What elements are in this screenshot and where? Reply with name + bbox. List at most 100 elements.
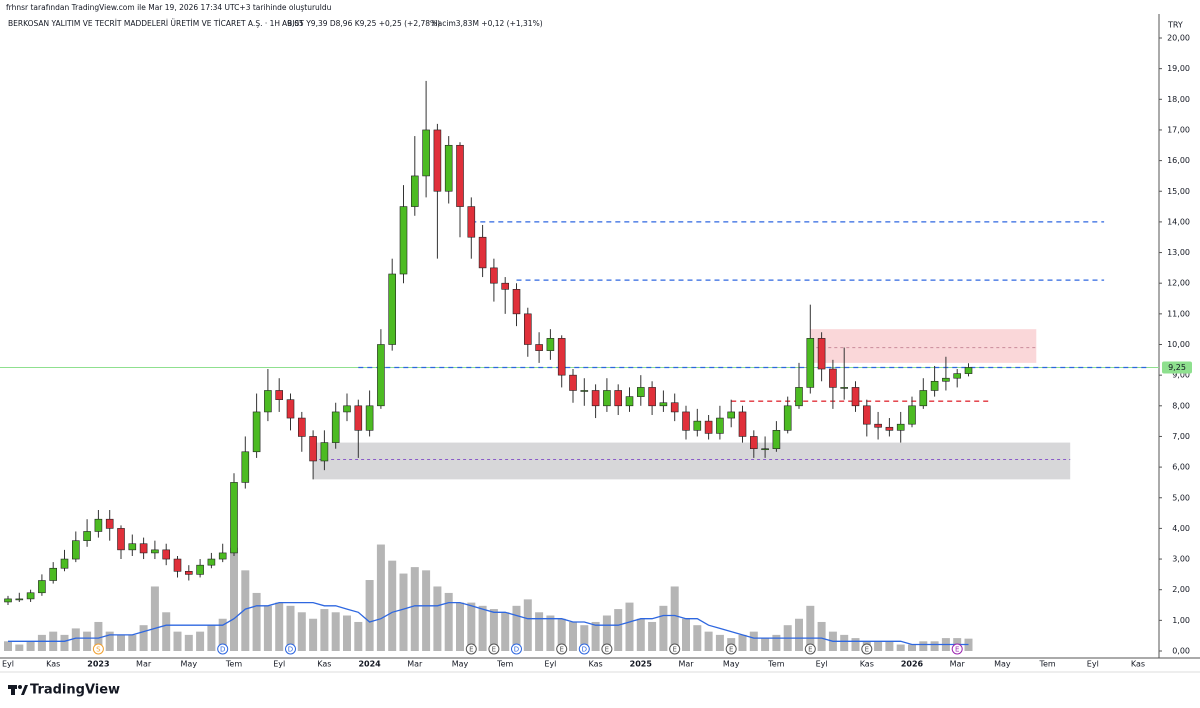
volume-bar <box>117 634 125 651</box>
candle-body <box>60 558 69 569</box>
event-marker <box>556 643 568 655</box>
candle-body <box>783 405 792 431</box>
candle-body <box>535 344 543 351</box>
volume-bar <box>139 625 148 651</box>
x-tick-label: Tem <box>225 660 242 669</box>
y-tick-label: 18,00 <box>1167 95 1190 104</box>
candle-body <box>501 282 510 290</box>
event-marker <box>725 643 737 655</box>
candle-body <box>399 206 408 275</box>
volume-bar <box>173 631 182 651</box>
logo-part <box>18 685 22 689</box>
candle-body <box>738 411 747 437</box>
x-tick-label: Kas <box>46 660 60 669</box>
candle-body <box>795 387 803 407</box>
x-tick-label: May <box>723 660 740 669</box>
volume-bar <box>795 618 803 651</box>
volume-bar <box>715 634 724 651</box>
volume-bar <box>230 547 238 651</box>
credit: frhnsr tarafından TradingView.com ile Ma… <box>6 3 332 12</box>
x-tick-label: 2026 <box>901 660 924 669</box>
volume-bar <box>591 621 600 651</box>
volume-bar <box>331 612 340 651</box>
candle-body <box>557 338 566 376</box>
volume-bar <box>851 638 860 651</box>
candle-body <box>670 402 679 413</box>
event-label: E <box>492 646 496 654</box>
candle-body <box>625 396 634 407</box>
volume-bar <box>670 586 679 651</box>
volume-bar <box>388 560 397 651</box>
volume-bar <box>523 599 532 651</box>
candle-body <box>603 390 611 407</box>
brand: TradingView <box>30 683 120 698</box>
x-tick-label: Eyl <box>816 660 828 669</box>
event-marker <box>488 643 500 655</box>
volume-bar <box>659 605 668 651</box>
volume-bar <box>433 586 442 651</box>
x-tick-label: 2025 <box>630 660 653 669</box>
volume-bar <box>636 618 645 651</box>
event-label: E <box>605 646 609 654</box>
candle-body <box>478 236 487 269</box>
y-tick-label: 6,00 <box>1172 463 1190 472</box>
candle-body <box>659 402 668 407</box>
y-tick-label: 15,00 <box>1167 187 1190 196</box>
candle-body <box>241 451 250 483</box>
volume-bar <box>478 605 487 651</box>
volume-bar <box>354 621 363 651</box>
zone <box>313 442 1071 480</box>
candle-body <box>105 518 114 529</box>
candle-body <box>230 482 238 554</box>
candle-body <box>490 267 498 284</box>
event-label: D <box>582 646 587 654</box>
volume-bar <box>218 618 227 651</box>
volume-bar <box>60 634 69 651</box>
y-tick-label: 7,00 <box>1172 432 1190 441</box>
event-marker <box>861 643 873 655</box>
y-tick-label: 2,00 <box>1172 585 1190 594</box>
candle-body <box>591 390 600 407</box>
candle-body <box>636 387 645 397</box>
volume-bar <box>71 628 80 651</box>
candle-body <box>185 571 193 575</box>
volume-bar <box>772 634 781 651</box>
volume-bar <box>908 644 916 651</box>
x-tick-label: Mar <box>678 660 694 669</box>
volume-bar <box>286 605 295 651</box>
volume-bar <box>840 634 849 651</box>
x-tick-label: May <box>452 660 469 669</box>
candle-body <box>309 436 317 462</box>
candle-body <box>682 411 690 431</box>
candle-body <box>297 417 306 437</box>
x-tick-label: Mar <box>950 660 966 669</box>
x-tick-label: Tem <box>1038 660 1055 669</box>
candle-body <box>467 206 476 238</box>
candle-body <box>4 598 12 603</box>
candle-body <box>614 390 623 407</box>
x-tick-label: Kas <box>860 660 874 669</box>
candle-body <box>885 426 894 431</box>
event-marker <box>465 643 477 655</box>
candle-body <box>320 442 329 462</box>
event-marker <box>804 643 816 655</box>
candle-body <box>196 564 204 575</box>
y-tick-label: 0,00 <box>1172 647 1190 656</box>
candle-body <box>930 380 939 391</box>
candle-body <box>512 289 521 315</box>
volume-bar <box>320 609 329 651</box>
y-tick-label: 3,00 <box>1172 555 1190 564</box>
volume-bar <box>761 638 770 651</box>
volume-bar <box>682 618 690 651</box>
volume-bar <box>557 618 566 651</box>
volume-bar <box>184 634 193 651</box>
volume-bar <box>704 631 713 651</box>
volume-bar <box>365 580 374 651</box>
candle-body <box>919 390 928 407</box>
event-label: E <box>729 646 733 654</box>
volume-bar <box>162 612 171 651</box>
symbol: BERKOSAN YALITIM VE TECRİT MADDELERİ ÜRE… <box>8 19 304 28</box>
event-marker <box>217 643 229 655</box>
x-tick-label: Tem <box>496 660 513 669</box>
